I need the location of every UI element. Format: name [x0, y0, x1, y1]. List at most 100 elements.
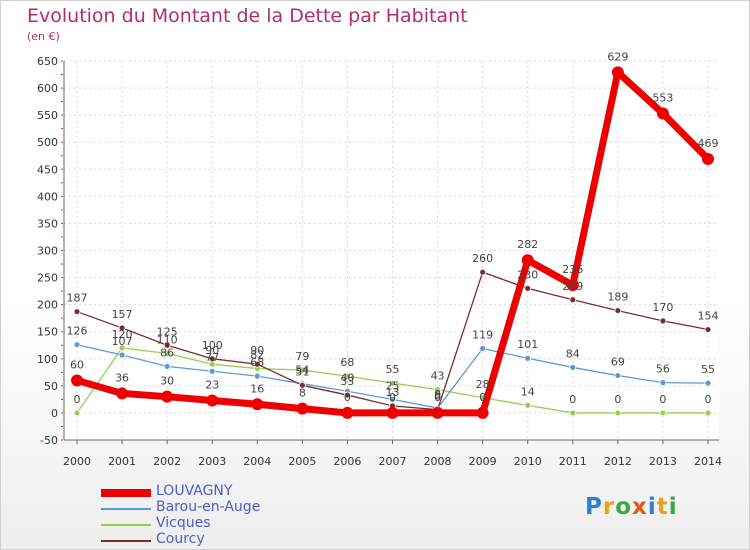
data-point-vicques — [614, 409, 622, 417]
x-tick-label: 2009 — [469, 455, 497, 468]
data-point-barou-en-auge — [614, 372, 622, 379]
chart-subtitle: (en €) — [27, 30, 60, 43]
y-tick-label: 400 — [37, 190, 58, 203]
data-point-vicques — [298, 366, 306, 374]
data-label-vicques: 28 — [476, 378, 490, 391]
data-label-louvagny: 629 — [607, 50, 628, 63]
y-tick-label: 550 — [37, 109, 58, 122]
data-point-barou-en-auge — [524, 354, 532, 362]
brand-logo: Proxiti — [585, 494, 678, 520]
data-label-barou-en-auge: 69 — [611, 356, 625, 369]
brand-letter: i — [647, 494, 657, 520]
data-label-barou-en-auge: 9 — [434, 388, 441, 401]
data-label-louvagny: 0 — [389, 391, 396, 404]
data-point-vicques — [344, 372, 351, 380]
chart-title: Evolution du Montant de la Dette par Hab… — [27, 5, 468, 27]
data-label-barou-en-auge: 54 — [295, 364, 309, 377]
data-point-courcy — [704, 326, 712, 333]
data-label-vicques: 0 — [705, 393, 712, 406]
data-point-courcy — [208, 355, 216, 363]
data-label-louvagny: 236 — [562, 263, 583, 276]
data-label-courcy: 6 — [434, 390, 441, 403]
data-label-courcy: 230 — [517, 268, 538, 281]
data-point-barou-en-auge — [704, 379, 712, 387]
x-tick-label: 2001 — [108, 455, 136, 468]
data-label-vicques: 120 — [112, 328, 133, 341]
data-label-vicques: 43 — [431, 370, 445, 383]
data-point-courcy — [344, 391, 351, 399]
data-label-barou-en-auge: 101 — [517, 338, 538, 351]
data-label-vicques: 0 — [659, 393, 666, 406]
data-point-vicques — [704, 409, 712, 417]
data-label-barou-en-auge: 86 — [160, 346, 174, 359]
y-tick-label: 500 — [37, 136, 58, 149]
data-label-barou-en-auge: 126 — [67, 325, 88, 338]
x-tick-label: 2003 — [198, 455, 226, 468]
data-label-barou-en-auge: 68 — [250, 356, 264, 369]
data-point-barou-en-auge — [73, 341, 81, 349]
data-label-barou-en-auge: 84 — [566, 347, 580, 360]
data-label-louvagny: 469 — [698, 137, 719, 150]
data-label-courcy: 189 — [607, 291, 628, 304]
data-point-vicques — [524, 401, 532, 409]
data-point-louvagny — [116, 387, 129, 400]
data-label-barou-en-auge: 119 — [472, 328, 493, 341]
data-label-barou-en-auge: 40 — [340, 371, 354, 384]
data-point-barou-en-auge — [479, 345, 487, 352]
data-point-louvagny — [656, 107, 669, 120]
data-label-vicques: 110 — [157, 333, 178, 346]
data-label-courcy: 125 — [157, 325, 178, 338]
data-label-barou-en-auge: 55 — [701, 363, 715, 376]
data-point-louvagny — [476, 406, 489, 419]
x-tick-label: 2014 — [694, 455, 722, 468]
y-tick-label: 200 — [37, 299, 58, 312]
x-tick-label: 2004 — [243, 455, 271, 468]
data-point-louvagny — [566, 279, 579, 292]
data-label-courcy: 90 — [250, 344, 264, 357]
y-tick-label: 0 — [51, 407, 58, 420]
y-tick-label: 450 — [37, 163, 58, 176]
y-tick-label: 600 — [37, 82, 58, 95]
data-point-vicques — [659, 409, 667, 417]
data-point-vicques — [73, 409, 81, 417]
data-point-barou-en-auge — [659, 379, 667, 387]
data-label-barou-en-auge: 25 — [386, 379, 400, 392]
brand-letter: t — [656, 494, 669, 520]
data-label-louvagny: 0 — [344, 391, 351, 404]
brand-letter: o — [615, 494, 633, 520]
data-point-louvagny — [251, 398, 264, 411]
data-point-courcy — [163, 341, 171, 349]
legend-label: Courcy — [156, 531, 205, 547]
data-point-courcy — [298, 381, 306, 389]
data-point-louvagny — [296, 402, 309, 415]
data-label-courcy: 170 — [652, 301, 673, 314]
data-label-vicques: 55 — [386, 363, 400, 376]
data-label-vicques: 79 — [295, 350, 309, 363]
data-label-vicques: 14 — [521, 385, 535, 398]
data-label-vicques: 0 — [569, 393, 576, 406]
data-label-louvagny: 8 — [299, 387, 306, 400]
x-tick-label: 2011 — [559, 455, 587, 468]
data-label-vicques: 90 — [205, 344, 219, 357]
data-point-louvagny — [206, 394, 219, 407]
x-tick-label: 2013 — [649, 455, 677, 468]
x-tick-label: 2002 — [153, 455, 181, 468]
data-point-louvagny — [611, 66, 624, 79]
x-tick-label: 2010 — [514, 455, 542, 468]
data-label-courcy: 51 — [295, 365, 309, 378]
data-label-courcy: 209 — [562, 280, 583, 293]
y-tick-label: 100 — [37, 353, 58, 366]
legend-label: Barou-en-Auge — [156, 499, 261, 515]
y-tick-label: 150 — [37, 326, 58, 339]
data-label-vicques: 0 — [74, 393, 81, 406]
data-point-vicques — [569, 409, 577, 417]
data-label-barou-en-auge: 56 — [656, 363, 670, 376]
brand-letter: P — [585, 494, 603, 520]
x-tick-label: 2005 — [288, 455, 316, 468]
y-tick-label: 350 — [37, 217, 58, 230]
y-tick-label: 50 — [44, 380, 58, 393]
data-label-barou-en-auge: 107 — [112, 335, 133, 348]
data-label-courcy: 260 — [472, 252, 493, 265]
